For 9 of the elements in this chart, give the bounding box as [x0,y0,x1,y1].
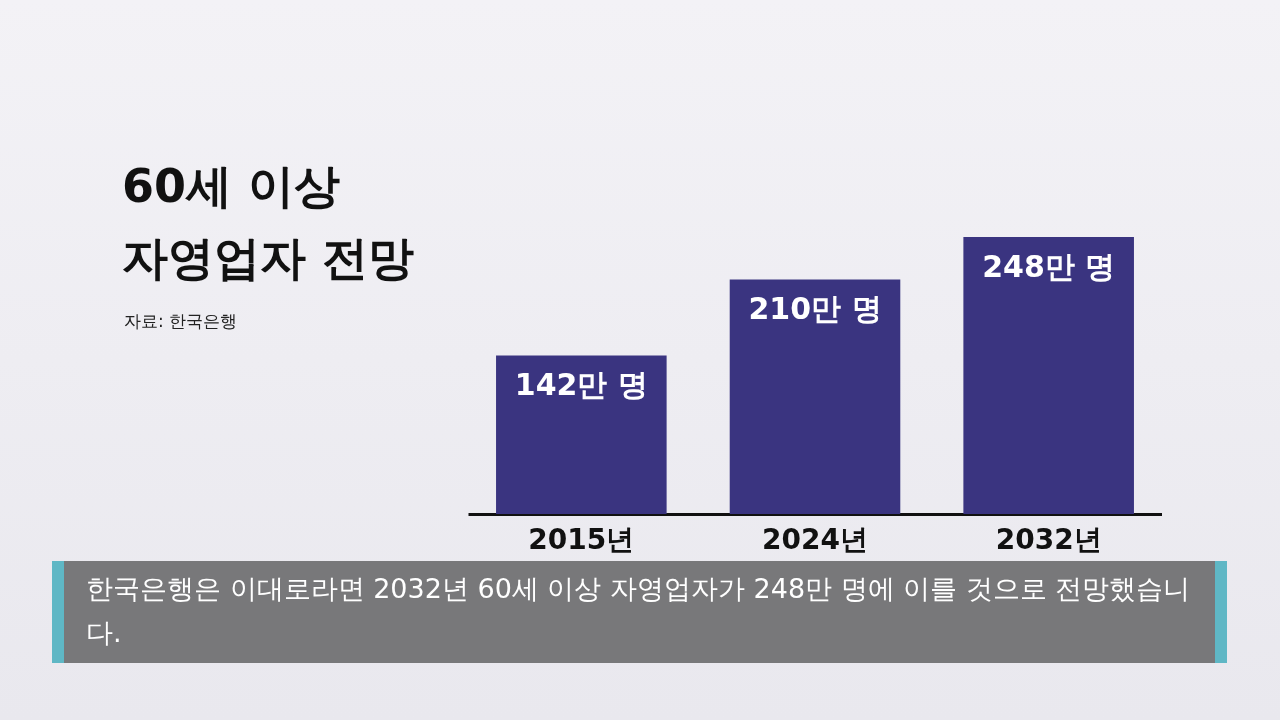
chart-title: 60세 이상 자영업자 전망 [122,158,415,287]
data-label: 210만 명 [748,291,882,327]
x-tick-label: 2015년 [528,522,635,556]
text: 한국은행은 이대로라면 2032년 60세 이상 자영업자가 248만 명에 이를 것으로 전망했습니다. [52,561,1227,663]
text: 자료: 한국은행 [124,310,238,333]
data-label: 248만 명 [982,249,1116,284]
x-tick-label: 2032년 [995,522,1102,556]
data-label: 142만 명 [514,367,648,403]
x-tick-label: 2024년 [762,522,868,556]
